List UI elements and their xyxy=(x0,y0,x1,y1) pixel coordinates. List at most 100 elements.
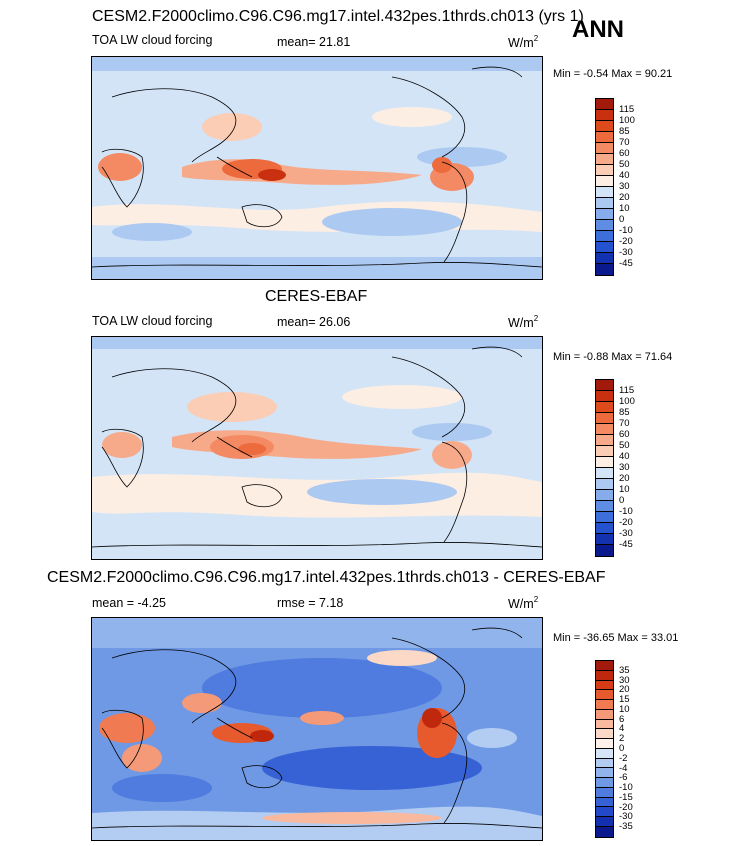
panel-1-colorbar-swatch xyxy=(596,187,613,198)
panel-3-colorbar-swatch xyxy=(596,778,613,788)
panel-1-colorbar-tick-label: -30 xyxy=(619,247,633,258)
panel-1-colorbar-swatch xyxy=(596,253,613,264)
panel-3-colorbar-swatch xyxy=(596,680,613,691)
panel-3-colorbar-swatch xyxy=(596,729,613,740)
panel-2-colorbar-swatch xyxy=(596,435,613,446)
panel-3-colorbar-swatch xyxy=(596,797,613,808)
panel-1-colorbar-tick-label: 20 xyxy=(619,192,630,203)
panel-2-colorbar-tick-label: 60 xyxy=(619,429,630,440)
panel-2-colorbar-tick-label: 100 xyxy=(619,396,635,407)
panel-2-colorbar-swatch xyxy=(596,523,613,534)
panel-3-colorbar-tick-label: 0 xyxy=(619,743,625,754)
panel-3-colorbar-tick-label: 2 xyxy=(619,733,625,745)
panel-2-colorbar-tick-label: 20 xyxy=(619,473,630,484)
panel-1-variable-label: TOA LW cloud forcing xyxy=(92,33,213,47)
panel-3-colorbar-tick-label: -10 xyxy=(619,782,633,794)
panel-1-colorbar-tick-label: 115 xyxy=(619,104,635,115)
panel-2-colorbar-tick-label: 85 xyxy=(619,407,630,418)
panel-3-colorbar-tick-label: -6 xyxy=(619,772,628,784)
panel-1-colorbar-swatch xyxy=(596,121,613,132)
panel-2-colorbar-swatch xyxy=(596,402,613,413)
panel-1-colorbar-swatch xyxy=(596,231,613,242)
panel-1-colorbar xyxy=(595,98,614,276)
panel-2-colorbar xyxy=(595,379,614,557)
panel-1-colorbar-swatch xyxy=(596,143,613,154)
panel-2-colorbar-tick-label: 10 xyxy=(619,484,630,495)
panel-2-colorbar-tick-label: -45 xyxy=(619,539,633,550)
panel-3-colorbar-swatch xyxy=(596,739,613,749)
panel-1-colorbar-swatch xyxy=(596,99,613,110)
panel-1-colorbar-tick-label: 30 xyxy=(619,181,630,192)
panel-3-colorbar-swatch xyxy=(596,719,613,730)
panel-3-colorbar-swatch xyxy=(596,748,613,759)
panel-3-colorbar-tick-label: 15 xyxy=(619,694,630,706)
panel-2-colorbar-swatch xyxy=(596,457,613,468)
panel-3-colorbar-tick-label: 30 xyxy=(619,674,630,686)
panel-3-colorbar-swatch xyxy=(596,670,613,681)
panel-2-colorbar-swatches xyxy=(596,380,613,556)
panel-1-colorbar-tick-label: 10 xyxy=(619,203,630,214)
panel-1-colorbar-tick-label: 60 xyxy=(619,148,630,159)
panel-1-colorbar-tick-label: 0 xyxy=(619,214,625,225)
panel-2-colorbar-swatch xyxy=(596,512,613,523)
panel-3-colorbar-tick-label: 6 xyxy=(619,713,625,725)
panel-1-colorbar-tick-label: -10 xyxy=(619,225,633,236)
panel-2-colorbar-tick-label: -10 xyxy=(619,506,633,517)
panel-2-variable-label: TOA LW cloud forcing xyxy=(92,314,213,328)
panel-1-colorbar-tick-label: 50 xyxy=(619,159,630,170)
panel-3-units: W/m2 xyxy=(508,595,539,612)
panel-3-rmse-label: rmse = 7.18 xyxy=(277,596,344,610)
panel-3-colorbar-swatch xyxy=(596,700,613,710)
panel-2-colorbar-swatch xyxy=(596,479,613,490)
panel-2-colorbar-swatch xyxy=(596,446,613,457)
panel-3-colorbar-tick-label: -15 xyxy=(619,791,633,803)
panel-3-colorbar-swatch xyxy=(596,768,613,779)
panel-2-colorbar-swatch xyxy=(596,501,613,512)
panel-3-colorbar-tick-label: 35 xyxy=(619,664,630,676)
panel-1-colorbar-swatch xyxy=(596,209,613,220)
panel-2-map-svg xyxy=(92,337,542,559)
panel-1-colorbar-swatch xyxy=(596,110,613,121)
panel-3-colorbar-tick-label: 10 xyxy=(619,703,630,715)
panel-1-colorbar-swatch xyxy=(596,132,613,143)
panel-3-colorbar-tick-label: -35 xyxy=(619,821,633,833)
panel-1-colorbar-swatch xyxy=(596,198,613,209)
panel-1-colorbar-tick-label: 70 xyxy=(619,137,630,148)
panel-1-minmax: Min = -0.54 Max = 90.21 xyxy=(553,68,673,80)
panel-3-colorbar xyxy=(595,660,614,838)
panel-2-minmax: Min = -0.88 Max = 71.64 xyxy=(553,351,673,363)
panel-3-colorbar-tick-label: -20 xyxy=(619,801,633,813)
panel-2-colorbar-swatch xyxy=(596,391,613,402)
panel-3-colorbar-swatch xyxy=(596,807,613,818)
panel-2-colorbar-tick-label: -20 xyxy=(619,517,633,528)
panel-1-colorbar-swatch xyxy=(596,220,613,231)
panel-2-colorbar-swatch xyxy=(596,424,613,435)
panel-2-colorbar-swatch xyxy=(596,534,613,545)
panel-1-colorbar-tick-label: 85 xyxy=(619,126,630,137)
panel-1-colorbar-swatch xyxy=(596,165,613,176)
panel-3-minmax: Min = -36.65 Max = 33.01 xyxy=(553,632,679,644)
panel-1-title: CESM2.F2000climo.C96.C96.mg17.intel.432p… xyxy=(92,8,584,25)
panel-1-colorbar-tick-label: -20 xyxy=(619,236,633,247)
panel-3-colorbar-tick-label: 20 xyxy=(619,684,630,696)
panel-2-mean-label: mean= 26.06 xyxy=(277,315,351,329)
panel-1-map xyxy=(91,56,543,280)
panel-2-colorbar-tick-label: 115 xyxy=(619,385,635,396)
panel-2-colorbar-swatch xyxy=(596,413,613,424)
panel-1-map-svg xyxy=(92,57,542,279)
panel-1-colorbar-swatch xyxy=(596,154,613,165)
panel-3-colorbar-tick-label: -30 xyxy=(619,811,633,823)
panel-3-mean-label: mean = -4.25 xyxy=(92,596,167,610)
panel-2-colorbar-tick-label: 40 xyxy=(619,451,630,462)
panel-1-colorbar-tick-label: -45 xyxy=(619,258,633,269)
panel-3-colorbar-swatch xyxy=(596,817,613,828)
panel-2-colorbar-tick-label: 30 xyxy=(619,462,630,473)
panel-3-colorbar-swatch xyxy=(596,661,613,671)
panel-2-map xyxy=(91,336,543,560)
panel-3-colorbar-swatch xyxy=(596,690,613,701)
panel-1-colorbar-tick-label: 100 xyxy=(619,115,635,126)
panel-2-colorbar-tick-label: -30 xyxy=(619,528,633,539)
panel-2-colorbar-swatch xyxy=(596,490,613,501)
season-label: ANN xyxy=(572,16,624,43)
panel-3-colorbar-tick-label: -2 xyxy=(619,752,628,764)
